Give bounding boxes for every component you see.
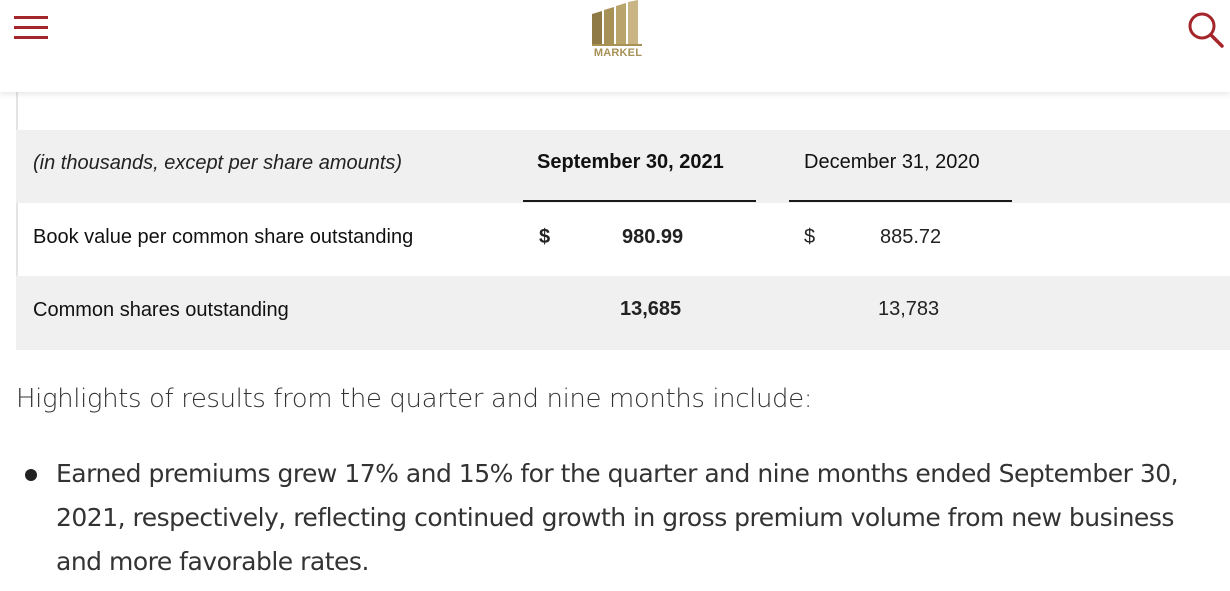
- list-item: Earned premiums grew 17% and 15% for the…: [24, 452, 1214, 584]
- table-header-row: (in thousands, except per share amounts)…: [16, 130, 1230, 203]
- highlights-list: Earned premiums grew 17% and 15% for the…: [24, 452, 1214, 584]
- column-underline: [789, 200, 1012, 202]
- value-dec-2020: 13,783: [878, 298, 940, 320]
- search-icon[interactable]: [1186, 10, 1226, 50]
- logo-mark-icon: [592, 0, 642, 46]
- table-left-border: [16, 92, 18, 132]
- column-underline: [523, 200, 756, 202]
- logo-text: MARKEL: [593, 47, 643, 59]
- bullet-icon: [25, 469, 37, 481]
- menu-bar: [14, 16, 48, 19]
- menu-bar: [14, 26, 48, 29]
- row-label: Book value per common share outstanding: [33, 226, 414, 248]
- row-label: Common shares outstanding: [33, 299, 289, 321]
- highlights-intro-text: Highlights of results from the quarter a…: [16, 384, 813, 414]
- header-units-label: (in thousands, except per share amounts): [33, 152, 403, 174]
- main-content: (in thousands, except per share amounts)…: [0, 92, 1230, 591]
- site-header: MARKEL: [0, 0, 1230, 92]
- bullet-text: Earned premiums grew 17% and 15% for the…: [56, 459, 1179, 576]
- table-row: Common shares outstanding 13,685 13,783: [16, 276, 1230, 350]
- hamburger-menu-icon[interactable]: [14, 14, 50, 44]
- header-column-dec-2020: December 31, 2020: [804, 151, 980, 173]
- header-column-sep-2021: September 30, 2021: [537, 151, 724, 173]
- value-sep-2021: 13,685: [620, 298, 682, 320]
- menu-bar: [14, 36, 48, 39]
- table-row: Book value per common share outstanding …: [16, 203, 1230, 276]
- financial-table: (in thousands, except per share amounts)…: [16, 130, 1230, 350]
- currency-symbol: $: [804, 226, 816, 248]
- value-dec-2020: 885.72: [880, 226, 942, 248]
- value-sep-2021: 980.99: [622, 226, 684, 248]
- markel-logo[interactable]: MARKEL: [588, 0, 648, 66]
- currency-symbol: $: [539, 226, 551, 248]
